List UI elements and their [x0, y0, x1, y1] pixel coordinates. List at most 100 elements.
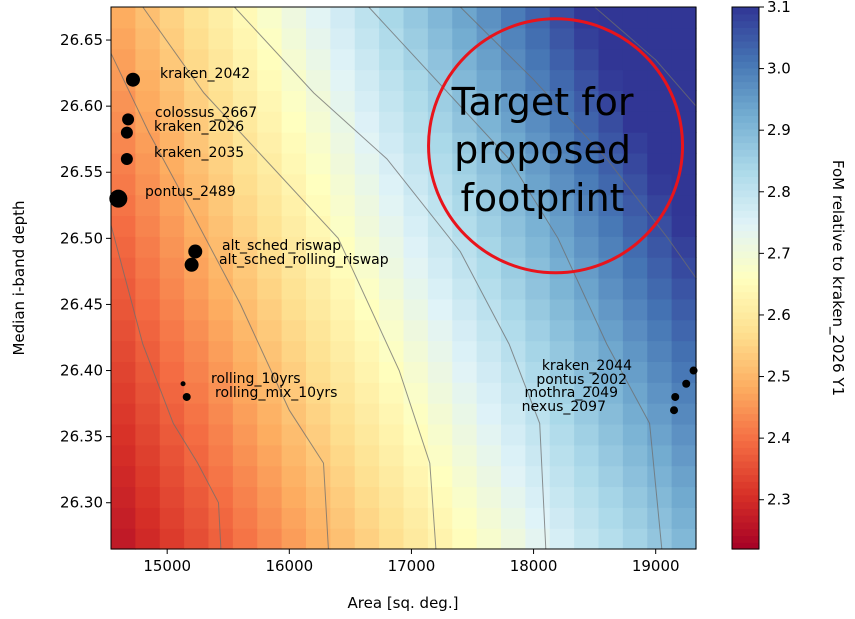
point-label: nexus_2097 [522, 399, 606, 415]
heatmap-cell [549, 132, 575, 154]
heatmap-cell [208, 278, 234, 300]
heatmap-cell [622, 257, 648, 279]
heatmap-cell [501, 194, 526, 217]
heatmap-cell [598, 486, 624, 508]
heatmap-cell [330, 528, 356, 550]
heatmap-cell [257, 444, 283, 467]
y-tick-label: 26.30 [60, 494, 103, 512]
heatmap-cell [111, 444, 136, 467]
heatmap-cell [403, 69, 429, 91]
heatmap-cell [647, 361, 673, 383]
heatmap-cell [427, 340, 453, 362]
heatmap-cell [330, 111, 356, 133]
heatmap-cell [501, 528, 526, 550]
heatmap-cell [452, 340, 478, 362]
point-label: pontus_2002 [536, 372, 627, 388]
heatmap-cell [379, 361, 405, 383]
heatmap-cell [354, 278, 380, 300]
heatmap-cell [501, 465, 526, 488]
heatmap-cell [525, 403, 551, 425]
y-tick-label: 26.55 [60, 163, 103, 181]
heatmap-cell [476, 173, 502, 196]
colorbar-segment [732, 284, 759, 293]
heatmap-cell [257, 465, 283, 488]
heatmap-cell [330, 152, 356, 175]
colorbar-segment [732, 250, 759, 259]
y-tick-label: 26.40 [60, 362, 103, 380]
heatmap-cell [111, 340, 136, 362]
colorbar-segment [732, 20, 759, 28]
heatmap-cell [525, 423, 551, 446]
heatmap-cell [525, 382, 551, 404]
heatmap-cell [647, 173, 673, 196]
heatmap-cell [354, 403, 380, 425]
heatmap-cell [452, 27, 478, 50]
colorbar-segment [732, 196, 759, 205]
heatmap-cell [574, 465, 600, 488]
heatmap-cell [379, 69, 405, 91]
colorbar-segment [732, 101, 759, 110]
heatmap-cell [647, 111, 673, 133]
heatmap-cell [403, 528, 429, 550]
heatmap-cell [257, 298, 283, 321]
heatmap-cell [330, 236, 356, 258]
colorbar-frame [731, 6, 760, 550]
heatmap-cell [574, 444, 600, 467]
heatmap-cell [549, 507, 575, 529]
heatmap-cell [159, 278, 185, 300]
heatmap-cell [598, 382, 624, 404]
heatmap-cell [208, 7, 234, 29]
heatmap-cell [647, 298, 673, 321]
heatmap-cell [281, 528, 307, 550]
heatmap-cell [525, 69, 551, 91]
heatmap-cell [257, 382, 283, 404]
x-tick-label: 16000 [265, 557, 313, 575]
heatmap-cell [403, 486, 429, 508]
heatmap-cell [135, 486, 161, 508]
heatmap-cell [501, 340, 526, 362]
heatmap-cell [135, 278, 161, 300]
heatmap-cell [647, 215, 673, 237]
heatmap-cell [403, 173, 429, 196]
heatmap-cell [501, 507, 526, 529]
heatmap-cell [525, 444, 551, 467]
heatmap-cell [330, 132, 356, 154]
x-tick-label: 15000 [143, 557, 191, 575]
heatmap-cell [354, 486, 380, 508]
heatmap-cell [354, 257, 380, 279]
y-axis-label: Median i-band depth [10, 200, 28, 355]
heatmap-cell [574, 319, 600, 342]
heatmap-cell [549, 528, 575, 550]
heatmap-cell [622, 507, 648, 529]
heatmap-cell [598, 444, 624, 467]
heatmap-cell [452, 7, 478, 29]
y-tick-label: 26.45 [60, 295, 103, 313]
heatmap-cell [232, 215, 258, 237]
heatmap-cell [354, 215, 380, 237]
point-marker [122, 113, 135, 126]
heatmap-cell [427, 257, 453, 279]
colorbar-segment [732, 406, 759, 415]
heatmap-cell [598, 278, 624, 300]
heatmap-cell [306, 215, 331, 237]
heatmap-cell [306, 69, 331, 91]
heatmap-cell [354, 194, 380, 217]
target-text-line: footprint [461, 176, 625, 220]
colorbar-segment [732, 183, 759, 191]
heatmap-cell [574, 423, 600, 446]
heatmap-cell [476, 319, 502, 342]
heatmap-cell [525, 486, 551, 508]
heatmap-cell [281, 382, 307, 404]
heatmap-cell [159, 48, 185, 71]
heatmap-cell [159, 152, 185, 175]
heatmap-cell [403, 278, 429, 300]
heatmap-cell [427, 236, 453, 258]
heatmap-cell [647, 444, 673, 467]
heatmap-cell [501, 403, 526, 425]
colorbar-segment [732, 359, 759, 367]
heatmap-cell [208, 382, 234, 404]
heatmap-cell [330, 507, 356, 529]
heatmap-cell [379, 465, 405, 488]
heatmap-cell [330, 319, 356, 342]
